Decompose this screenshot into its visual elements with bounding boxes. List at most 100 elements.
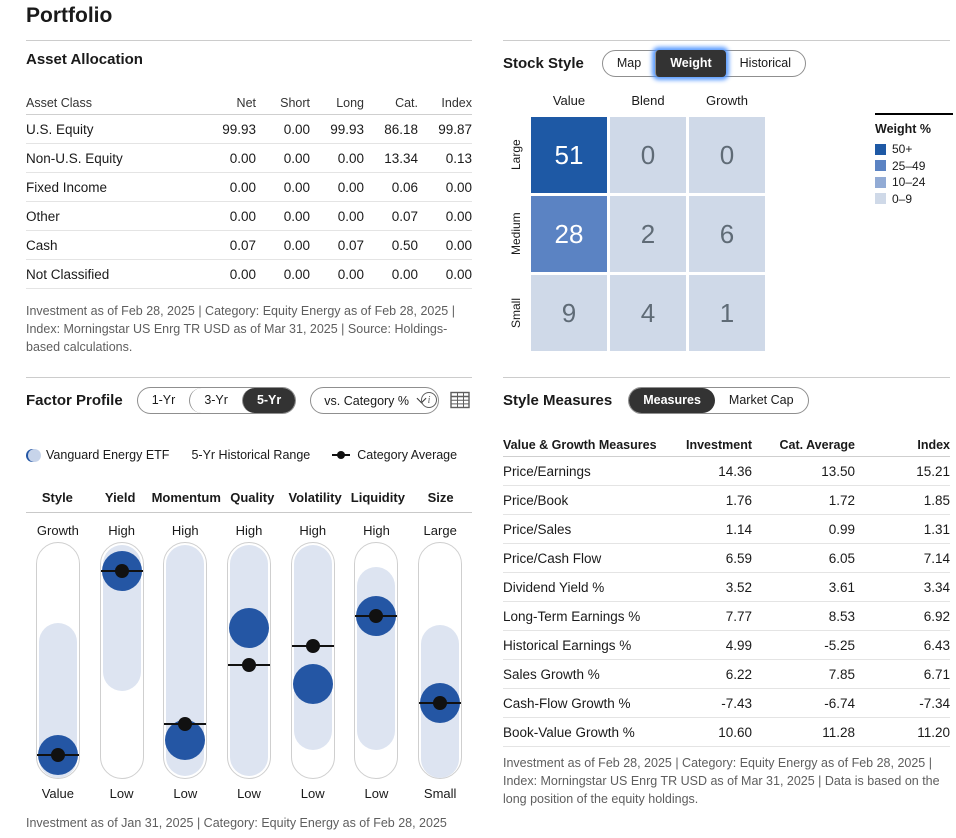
row-label: Cash-Flow Growth % <box>503 695 631 711</box>
button-5-yr[interactable]: 5-Yr <box>241 388 296 413</box>
table-row: Cash-Flow Growth % -7.43 -6.74 -7.34 <box>503 689 950 718</box>
style-measures-section: Style Measures Measures Market Cap Value … <box>503 377 950 838</box>
column-header: Value & Growth Measures <box>503 438 657 452</box>
legend-label: 10–24 <box>892 175 926 189</box>
table-row: Long-Term Earnings % 7.77 8.53 6.92 <box>503 602 950 631</box>
button-map[interactable]: Map <box>603 51 655 76</box>
factor-pill-cell <box>281 542 345 779</box>
factor-pill-cell <box>90 542 154 779</box>
column-header: Index <box>441 96 472 110</box>
cell-value: 0.00 <box>337 266 364 282</box>
button-weight[interactable]: Weight <box>655 50 726 77</box>
cell-value: 7.77 <box>725 608 752 624</box>
cell-value: 0.00 <box>445 237 472 253</box>
cell-value: 13.34 <box>384 150 418 166</box>
cell-value: 11.20 <box>917 724 950 740</box>
legend-item: 10–24 <box>875 174 953 191</box>
row-label: Other <box>26 208 60 224</box>
cell-value: 0.00 <box>229 179 256 195</box>
cell-value: 0.00 <box>337 150 364 166</box>
factor-top-label: Growth <box>36 523 79 538</box>
button-1-yr[interactable]: 1-Yr <box>138 388 190 413</box>
table-row: Not Classified 0.00 0.00 0.00 0.00 0.00 <box>26 260 472 289</box>
table-row: U.S. Equity 99.93 0.00 99.93 86.18 99.87 <box>26 115 472 144</box>
cell-value: 99.93 <box>330 121 364 137</box>
factor-top-labels: Growth High High High High High Large <box>26 523 472 538</box>
legend-label: 50+ <box>892 142 913 156</box>
row-label: U.S. Equity <box>26 121 94 137</box>
style-measures-body: Price/Earnings 14.36 13.50 15.21 Price/Book 1… <box>503 457 950 747</box>
comparison-dropdown[interactable]: vs. Category % <box>310 387 440 414</box>
category-average-dot <box>114 564 129 579</box>
table-row: Dividend Yield % 3.52 3.61 3.34 <box>503 573 950 602</box>
factor-profile-header: Factor Profile 1-Yr 3-Yr 5-Yr vs. Category… <box>26 387 472 414</box>
factor-period-toggle: 1-Yr 3-Yr 5-Yr <box>136 387 297 414</box>
factor-name: Quality <box>230 490 275 505</box>
stock-style-toggle: Map Weight Historical <box>601 50 807 77</box>
button-historical[interactable]: Historical <box>726 51 805 76</box>
legend-label: 5-Yr Historical Range <box>191 448 311 462</box>
style-measures-footnote: Investment as of Feb 28, 2025 | Category… <box>503 756 940 807</box>
cell-value: 1.85 <box>923 492 950 508</box>
button-3-yr[interactable]: 3-Yr <box>189 388 242 413</box>
category-dot <box>337 451 346 459</box>
cell-value: 6.59 <box>725 550 752 566</box>
cell-value: 3.52 <box>725 579 752 595</box>
cell-value: 0.00 <box>445 208 472 224</box>
factor-name: Style <box>41 490 73 505</box>
legend-label: Category Average <box>357 448 458 462</box>
factor-pill <box>99 542 144 779</box>
cell-value: 1.76 <box>725 492 752 508</box>
cell-value: -6.74 <box>824 695 855 711</box>
cell-value: 0.00 <box>229 150 256 166</box>
asset-allocation-footnote: Investment as of Feb 28, 2025 | Category… <box>26 304 455 355</box>
info-icon[interactable]: i <box>421 392 437 408</box>
factor-pill <box>354 542 399 779</box>
cell-value: 4.99 <box>725 637 752 653</box>
factor-name: Size <box>427 490 454 505</box>
factor-name: Volatility <box>288 490 342 505</box>
style-box-cell: 4 <box>610 275 686 351</box>
legend-swatch <box>875 143 886 155</box>
legend-item: Vanguard Energy ETF <box>26 448 169 462</box>
cell-value: 6.92 <box>923 608 950 624</box>
cell-value: -5.25 <box>824 637 855 653</box>
asset-allocation-title: Asset Allocation <box>26 51 143 68</box>
factor-profile-icons: i <box>421 391 470 409</box>
row-label: Price/Sales <box>503 521 572 537</box>
factor-profile-section: Factor Profile 1-Yr 3-Yr 5-Yr vs. Category… <box>26 377 472 838</box>
cell-value: 0.13 <box>445 150 472 166</box>
style-box-row-labels: Large Medium Small <box>509 117 523 351</box>
factor-profile-title: Factor Profile <box>26 392 123 409</box>
cell-value: 86.18 <box>384 121 418 137</box>
button-measures[interactable]: Measures <box>629 388 715 413</box>
cell-value: 0.07 <box>337 237 364 253</box>
row-label: Price/Earnings <box>503 463 591 479</box>
cell-value: 0.00 <box>283 121 310 137</box>
factor-pills <box>26 542 472 779</box>
button-market-cap[interactable]: Market Cap <box>715 388 808 413</box>
factor-bottom-label: Value <box>41 786 74 801</box>
style-box-cell: 2 <box>610 196 686 272</box>
category-average-dot <box>242 658 257 673</box>
table-view-icon[interactable] <box>450 391 470 409</box>
cell-value: 99.87 <box>438 121 472 137</box>
factor-pill <box>418 542 463 779</box>
table-row: Fixed Income 0.00 0.00 0.00 0.06 0.00 <box>26 173 472 202</box>
asset-allocation-header-row: Asset Class Net Short Long Cat. Index <box>26 92 472 115</box>
style-box-cell: 1 <box>689 275 765 351</box>
style-box-cell: 0 <box>610 117 686 193</box>
style-measures-table: Value & Growth Measures Investment Cat. Av… <box>503 434 950 747</box>
cell-value: 7.85 <box>828 666 855 682</box>
row-label: Historical Earnings % <box>503 637 632 653</box>
cell-value: 3.61 <box>828 579 855 595</box>
factor-bottom-label: Low <box>364 786 389 801</box>
stock-style-section: Stock Style Map Weight Historical Value Ble… <box>503 40 953 377</box>
factor-top-label: High <box>171 523 199 538</box>
row-label: Medium <box>509 212 523 256</box>
factor-bottom-label: Low <box>173 786 198 801</box>
style-measures-header-row: Value & Growth Measures Investment Cat. Av… <box>503 434 950 457</box>
column-header: Investment <box>686 438 752 452</box>
cell-value: 0.00 <box>337 208 364 224</box>
column-header: Asset Class <box>26 96 92 110</box>
